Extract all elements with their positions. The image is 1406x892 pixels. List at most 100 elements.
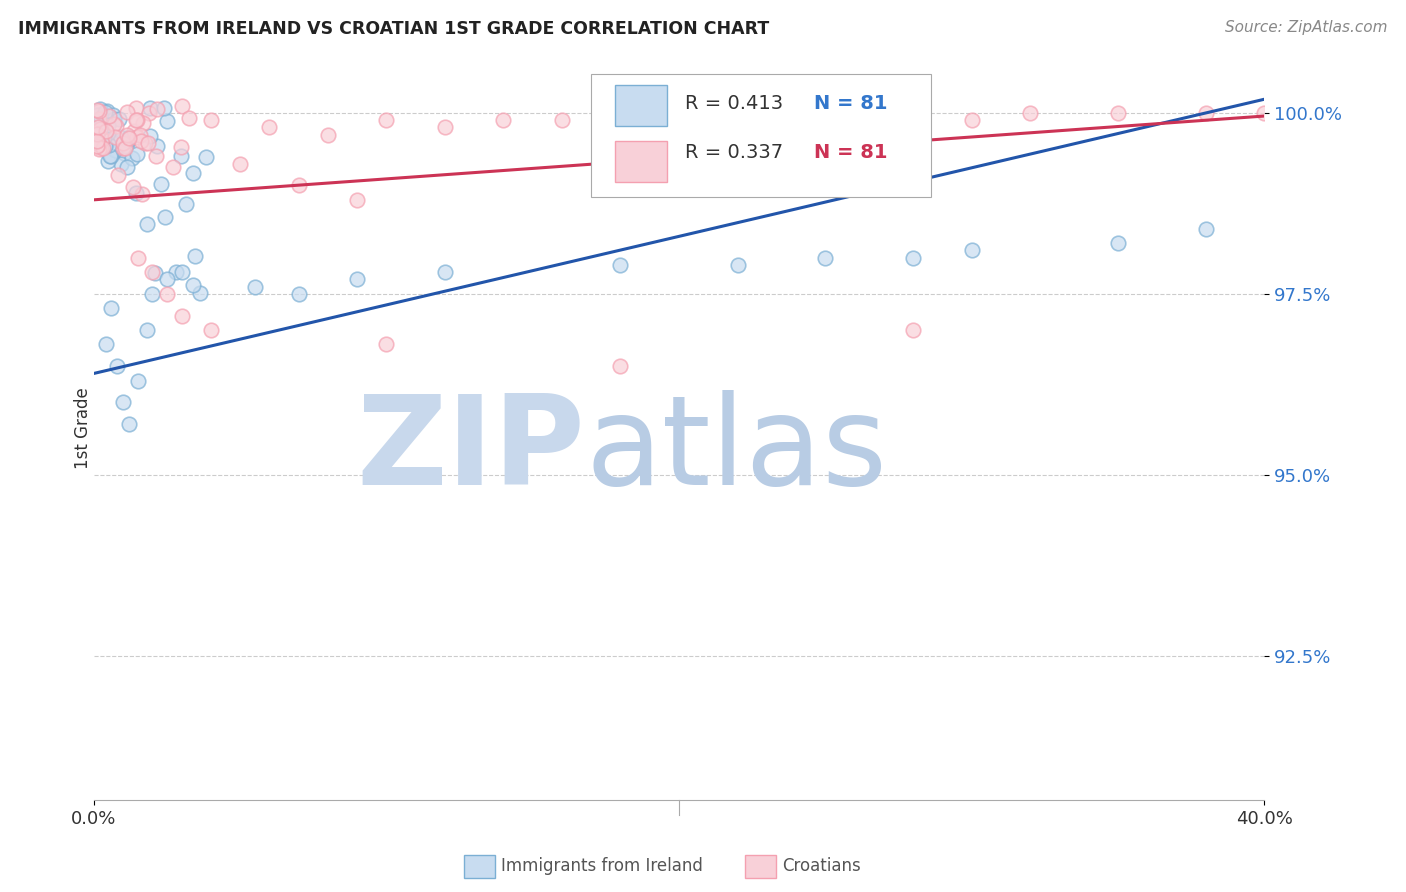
Point — [134, 136, 156, 151]
Point — [86, 127, 108, 141]
Point — [188, 285, 211, 300]
Point — [86, 115, 108, 129]
Point — [139, 129, 162, 144]
Point — [93, 130, 115, 145]
Point — [96, 104, 118, 119]
Text: ZIP: ZIP — [357, 390, 585, 510]
Point — [785, 106, 807, 120]
Point — [139, 101, 162, 115]
Point — [110, 156, 132, 170]
Point — [98, 137, 121, 152]
Point — [194, 150, 217, 164]
Point — [127, 374, 149, 388]
Point — [86, 134, 108, 148]
Point — [91, 141, 114, 155]
Point — [1194, 106, 1216, 120]
Point — [117, 104, 139, 119]
Point — [114, 141, 136, 155]
Point — [117, 133, 139, 147]
Point — [125, 186, 148, 200]
Point — [153, 101, 176, 115]
Point — [86, 108, 108, 122]
Point — [111, 136, 134, 151]
Point — [138, 106, 160, 120]
Point — [727, 258, 749, 272]
Point — [146, 102, 169, 116]
Point — [170, 265, 193, 279]
Point — [94, 337, 117, 351]
Point — [316, 128, 339, 142]
Point — [136, 217, 159, 231]
Y-axis label: 1st Grade: 1st Grade — [75, 387, 91, 468]
Point — [375, 113, 398, 128]
Point — [156, 272, 179, 286]
Point — [97, 113, 120, 128]
Point — [108, 129, 131, 144]
FancyBboxPatch shape — [614, 85, 668, 126]
Point — [87, 142, 110, 156]
Point — [127, 251, 149, 265]
Point — [609, 113, 631, 128]
Point — [170, 309, 193, 323]
FancyBboxPatch shape — [614, 141, 668, 182]
Point — [104, 143, 127, 157]
Point — [112, 395, 135, 409]
Point — [162, 160, 184, 174]
Point — [375, 337, 398, 351]
Point — [125, 147, 148, 161]
Point — [111, 141, 134, 155]
Point — [97, 118, 120, 132]
Point — [118, 417, 141, 431]
Point — [153, 210, 176, 224]
Point — [131, 187, 153, 202]
Point — [103, 117, 125, 131]
Point — [901, 251, 924, 265]
Point — [170, 149, 193, 163]
Point — [170, 99, 193, 113]
Point — [101, 132, 124, 146]
Text: Source: ZipAtlas.com: Source: ZipAtlas.com — [1225, 20, 1388, 35]
Point — [103, 112, 125, 126]
Point — [86, 139, 108, 153]
Point — [156, 286, 179, 301]
Point — [115, 138, 138, 153]
Point — [200, 113, 222, 128]
Point — [844, 113, 866, 128]
Point — [86, 128, 108, 142]
Point — [609, 258, 631, 272]
Point — [87, 112, 110, 126]
Point — [960, 244, 983, 258]
Point — [668, 113, 690, 128]
Point — [94, 115, 117, 129]
Point — [90, 141, 112, 155]
Point — [121, 180, 143, 194]
Point — [1194, 221, 1216, 235]
Point — [118, 130, 141, 145]
Point — [104, 130, 127, 145]
Point — [136, 136, 159, 150]
Point — [97, 153, 120, 168]
Point — [94, 124, 117, 138]
Point — [98, 132, 121, 146]
Point — [128, 128, 150, 142]
Point — [100, 301, 122, 316]
Point — [112, 146, 135, 161]
Point — [287, 178, 309, 193]
Point — [89, 102, 111, 116]
Point — [86, 126, 108, 140]
Point — [125, 101, 148, 115]
Point — [89, 117, 111, 131]
Point — [183, 166, 205, 180]
Point — [229, 156, 252, 170]
Point — [101, 107, 124, 121]
Point — [149, 177, 172, 191]
Point — [90, 127, 112, 141]
Point — [105, 120, 128, 134]
Point — [90, 116, 112, 130]
Point — [107, 168, 129, 182]
Point — [901, 323, 924, 337]
Point — [156, 113, 179, 128]
Point — [346, 272, 368, 286]
Point — [98, 133, 121, 147]
Point — [118, 133, 141, 147]
